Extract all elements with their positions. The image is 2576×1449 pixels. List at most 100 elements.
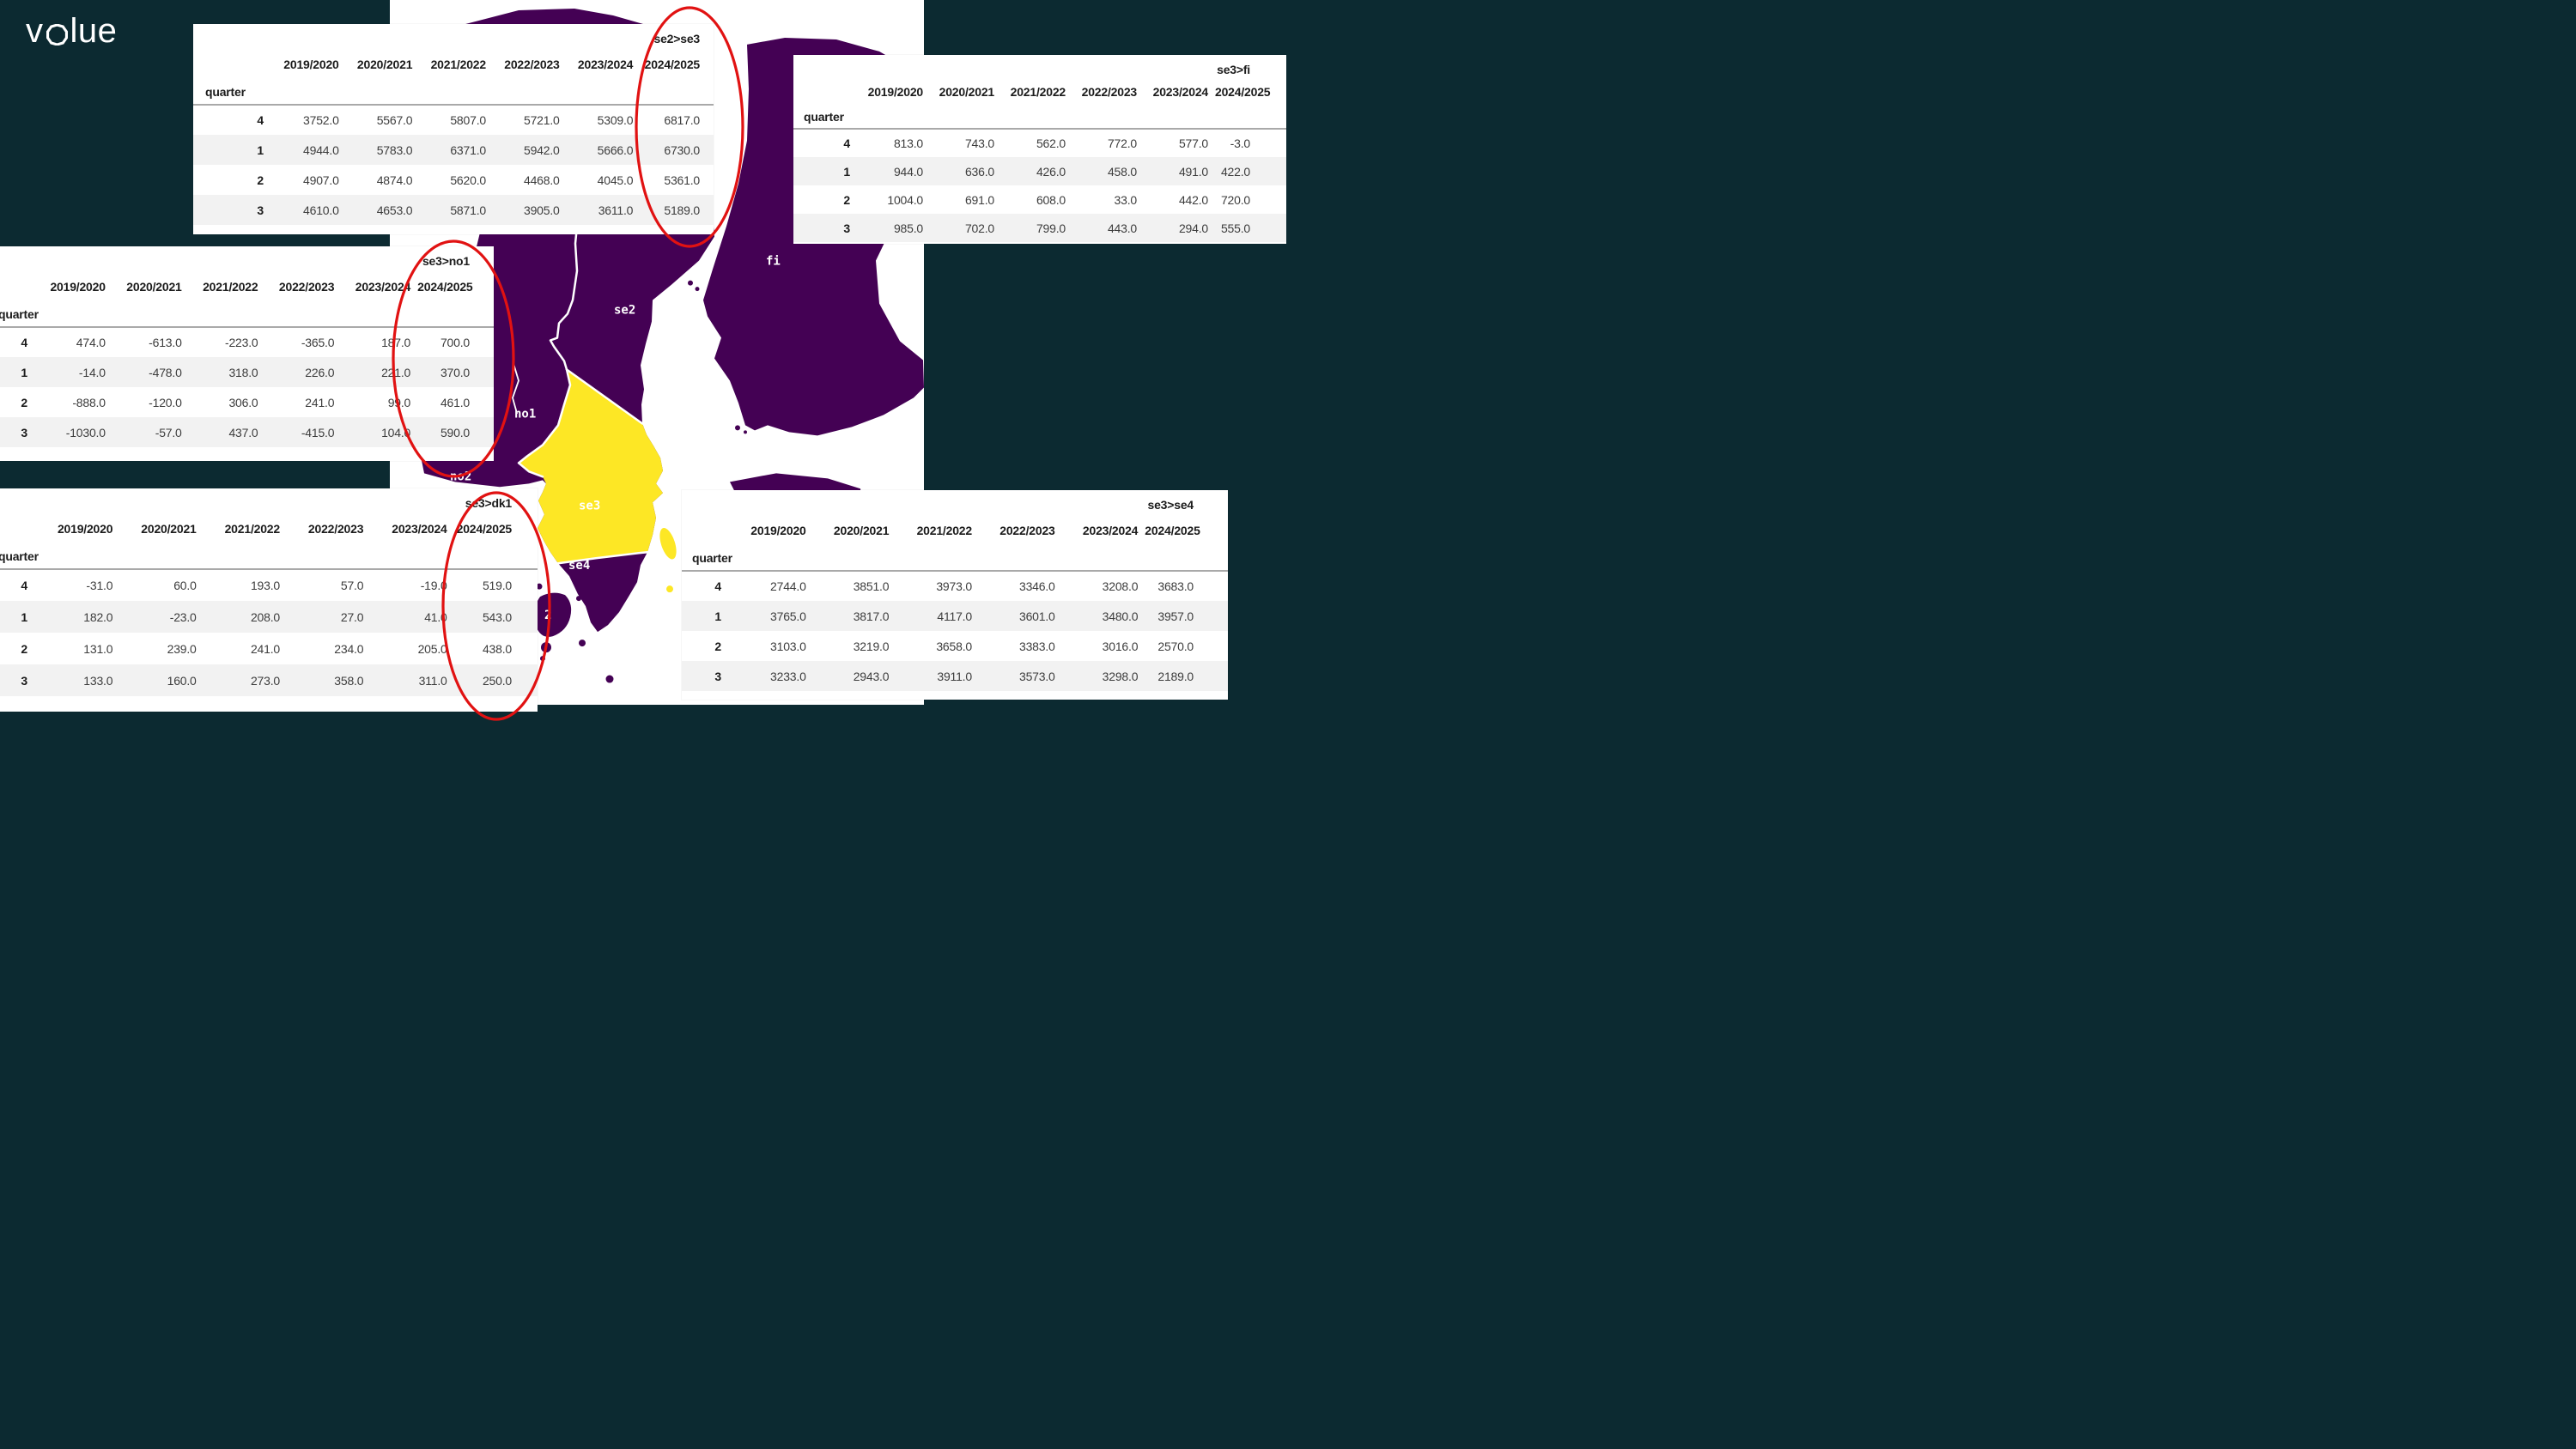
table-row: 1 182.0 -23.0 208.0 27.0 41.0 543.0 [0,601,538,633]
index-name: quarter [682,545,732,572]
index-name: quarter [0,301,39,328]
column-header: 2022/2023 [1081,85,1138,99]
index-name-row: quarter [193,79,714,106]
column-header: 2019/2020 [50,280,106,294]
value-cell: 3601.0 [1019,609,1055,623]
table-row: 1 4944.0 5783.0 6371.0 5942.0 5666.0 6730.0 [193,135,714,165]
column-header: 2021/2022 [430,58,487,71]
quarter-index-cell: 2 [21,395,27,409]
value-cell: 438.0 [482,641,512,656]
value-cell: 27.0 [340,609,364,624]
year-header-row: 2019/2020 2020/2021 2021/2022 2022/2023 2023… [0,272,494,301]
region-borders [512,208,649,565]
value-cell: -23.0 [169,609,197,624]
quarter-index-cell: 1 [714,609,721,623]
value-cell: 3957.0 [1157,609,1194,623]
value-cell: 226.0 [305,365,335,379]
column-header: 2020/2021 [833,524,890,537]
value-cell: 131.0 [83,641,113,656]
value-cell: -223.0 [224,336,258,349]
region-se3-highlight [519,369,663,564]
value-cell: 294.0 [1178,221,1208,235]
table-row: 3 3233.0 2943.0 3911.0 3573.0 3298.0 2189.0 [682,661,1228,691]
value-cell: 318.0 [228,365,258,379]
value-cell: 3911.0 [937,669,972,683]
column-header: 2020/2021 [126,280,182,294]
year-header-row: 2019/2020 2020/2021 2021/2022 2022/2023 2023… [793,79,1286,105]
year-header-row: 2019/2020 2020/2021 2021/2022 2022/2023 2023… [0,514,538,543]
value-cell: 311.0 [418,673,447,688]
value-cell: 5361.0 [664,173,700,187]
index-name: quarter [193,79,272,106]
column-header: 2019/2020 [283,58,339,71]
value-cell: 3765.0 [770,609,806,623]
column-header: 2024/2025 [1145,524,1200,537]
column-header: 2021/2022 [203,280,258,294]
value-cell: 700.0 [440,336,470,349]
value-cell: 691.0 [964,192,994,207]
column-header: 2021/2022 [916,524,973,537]
table-row: 3 4610.0 4653.0 5871.0 3905.0 3611.0 5189.0 [193,195,714,225]
value-cell: 3752.0 [303,113,339,127]
table-row: 4 813.0 743.0 562.0 772.0 577.0 -3.0 [793,129,1286,157]
column-header: 2022/2023 [307,522,364,536]
volue-logo: v lue [26,14,117,48]
column-header: 2023/2024 [392,522,447,536]
table-row: 1 944.0 636.0 426.0 458.0 491.0 422.0 [793,157,1286,185]
index-name: quarter [793,105,859,130]
table-panel-se3-dk1: se3>dk1 2019/2020 2020/2021 2021/2022 2022/… [0,488,538,712]
column-header: 2021/2022 [1010,85,1066,99]
value-cell: 4653.0 [376,203,413,217]
map-label-se2: se2 [614,304,635,318]
data-table: 2019/2020 2020/2021 2021/2022 2022/2023 2023… [193,50,714,225]
table-row: 4 474.0 -613.0 -223.0 -365.0 187.0 700.0 [0,327,494,357]
value-cell: 3346.0 [1019,579,1055,593]
quarter-index-cell: 2 [257,173,264,187]
value-cell: 306.0 [228,395,258,409]
value-cell: 6817.0 [664,113,700,127]
table-panel-se3-fi: se3>fi 2019/2020 2020/2021 2021/2022 2022/2… [793,55,1286,244]
value-cell: 799.0 [1036,221,1066,235]
table-row: 2 4907.0 4874.0 5620.0 4468.0 4045.0 5361.0 [193,165,714,195]
table-row: 3 -1030.0 -57.0 437.0 -415.0 104.0 590.0 [0,417,494,447]
value-cell: -3.0 [1230,136,1251,150]
index-column-spacer [793,79,859,105]
value-cell: 4874.0 [376,173,413,187]
value-cell: 3817.0 [853,609,890,623]
value-cell: 813.0 [893,136,923,150]
value-cell: -478.0 [149,365,182,379]
quarter-index-cell: 1 [843,164,850,179]
value-cell: 3851.0 [853,579,890,593]
data-table: 2019/2020 2020/2021 2021/2022 2022/2023 2023… [0,272,494,447]
table-title: se3>dk1 [465,496,512,510]
year-header-row: 2019/2020 2020/2021 2021/2022 2022/2023 2023… [193,50,714,79]
value-cell: 187.0 [381,336,411,349]
value-cell: 4045.0 [597,173,634,187]
table-title: se3>se4 [1147,498,1194,512]
value-cell: 458.0 [1107,164,1137,179]
quarter-index-cell: 2 [843,192,850,207]
column-header: 2020/2021 [141,522,197,536]
value-cell: 702.0 [964,221,994,235]
column-header: 2023/2024 [355,280,411,294]
value-cell: 182.0 [83,609,113,624]
value-cell: -1030.0 [65,425,106,440]
table-row: 2 3103.0 3219.0 3658.0 3383.0 3016.0 2570.0 [682,631,1228,661]
value-cell: 443.0 [1107,221,1137,235]
value-cell: 3480.0 [1102,609,1139,623]
quarter-index-cell: 3 [714,669,721,683]
data-table: 2019/2020 2020/2021 2021/2022 2022/2023 2023… [682,516,1228,691]
value-cell: 3973.0 [936,579,972,593]
quarter-index-cell: 1 [21,609,27,624]
quarter-index-cell: 2 [21,641,27,656]
year-header-row: 2019/2020 2020/2021 2021/2022 2022/2023 2023… [682,516,1228,545]
column-header: 2024/2025 [644,58,701,71]
column-header: 2024/2025 [1215,85,1271,99]
value-cell: 250.0 [482,673,512,688]
volue-logo-o-icon [46,24,68,45]
quarter-index-cell: 2 [714,639,721,653]
value-cell: 4944.0 [303,142,339,157]
quarter-index-cell: 1 [21,365,27,379]
value-cell: 3103.0 [770,639,806,653]
value-cell: 608.0 [1036,192,1066,207]
